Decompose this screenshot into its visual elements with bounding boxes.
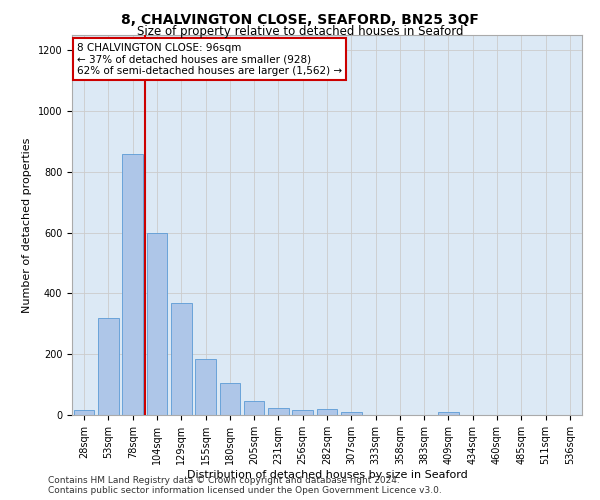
Text: Size of property relative to detached houses in Seaford: Size of property relative to detached ho…	[137, 25, 463, 38]
Bar	[292, 410, 313, 415]
Text: Contains public sector information licensed under the Open Government Licence v3: Contains public sector information licen…	[48, 486, 442, 495]
Bar	[220, 383, 240, 415]
Text: Contains HM Land Registry data © Crown copyright and database right 2024.: Contains HM Land Registry data © Crown c…	[48, 476, 400, 485]
Bar	[438, 412, 459, 415]
Bar	[195, 359, 216, 415]
Y-axis label: Number of detached properties: Number of detached properties	[22, 138, 32, 312]
Bar	[341, 412, 362, 415]
Bar	[317, 409, 337, 415]
Bar	[268, 408, 289, 415]
Text: 8 CHALVINGTON CLOSE: 96sqm
← 37% of detached houses are smaller (928)
62% of sem: 8 CHALVINGTON CLOSE: 96sqm ← 37% of deta…	[77, 42, 342, 76]
Text: 8, CHALVINGTON CLOSE, SEAFORD, BN25 3QF: 8, CHALVINGTON CLOSE, SEAFORD, BN25 3QF	[121, 12, 479, 26]
Bar	[98, 318, 119, 415]
X-axis label: Distribution of detached houses by size in Seaford: Distribution of detached houses by size …	[187, 470, 467, 480]
Bar	[146, 232, 167, 415]
Bar	[74, 410, 94, 415]
Bar	[122, 154, 143, 415]
Bar	[244, 400, 265, 415]
Bar	[171, 302, 191, 415]
